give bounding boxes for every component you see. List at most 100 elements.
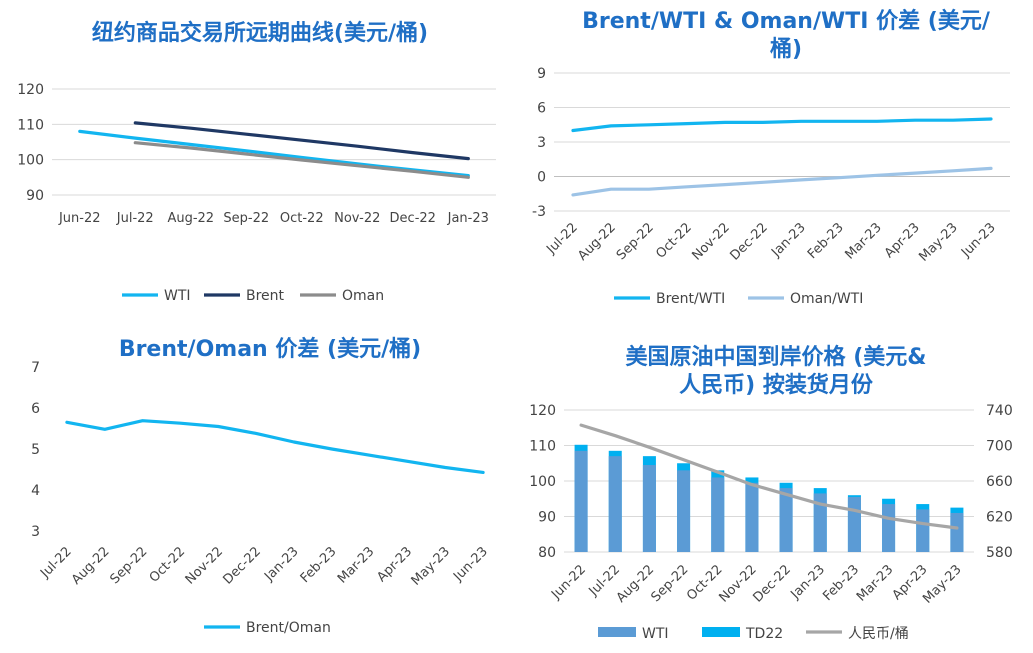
bar-wti [745, 482, 759, 552]
series-line-oman [133, 141, 470, 179]
x-tick-label: Aug-22 [167, 211, 214, 226]
x-tick-label: May-23 [409, 544, 453, 588]
x-tick-label: Sep-22 [614, 220, 657, 263]
y-tick-label: -3 [532, 204, 546, 220]
legend-swatch [598, 627, 636, 637]
x-tick-label: Jan-23 [447, 211, 489, 226]
x-tick-label: Jun-22 [58, 211, 101, 226]
x-tick-label: Nov-22 [690, 220, 733, 263]
x-tick-label: Jun-23 [450, 544, 491, 585]
legend-label: 人民币/桶 [848, 626, 909, 642]
x-tick-label: Mar-23 [842, 220, 884, 262]
y-tick-label: 120 [17, 82, 44, 98]
y-tick-label: 4 [31, 483, 40, 499]
y-tick-label: 7 [31, 360, 40, 376]
y2-tick-label: 620 [986, 510, 1013, 526]
y-tick-label: 6 [537, 101, 546, 117]
x-tick-label: Feb-23 [805, 220, 847, 262]
x-tick-label: Oct-22 [147, 544, 189, 586]
y-tick-label: 90 [26, 188, 44, 204]
x-tick-label: Jun-22 [548, 562, 589, 603]
x-tick-label: Oct-22 [280, 211, 324, 226]
y-tick-label: 0 [537, 170, 546, 186]
y-tick-label: 110 [529, 439, 556, 455]
x-tick-label: Mar-23 [854, 562, 896, 604]
legend-label: Oman [342, 288, 384, 304]
x-tick-label: Dec-22 [751, 562, 794, 605]
legend-label: Brent/WTI [656, 291, 725, 307]
bar-wti [642, 465, 656, 552]
x-tick-label: Aug-22 [575, 220, 619, 264]
y-tick-label: 120 [529, 403, 556, 419]
series-line-brent-wti [571, 117, 993, 133]
bar-wti [574, 450, 588, 552]
china-landed-title: 美国原油中国到岸价格 (美元& 人民币) 按装货月份 [536, 344, 1016, 400]
series-line-brent-oman [65, 419, 485, 474]
x-tick-label: Nov-22 [183, 544, 226, 587]
series-line-oman-wti [571, 166, 993, 197]
x-tick-label: Dec-22 [390, 211, 436, 226]
x-tick-label: Jan-23 [261, 544, 302, 585]
brent-oman-panel: Brent/Oman 价差 (美元/桶) 3 4 5 6 7 Jul-22 Aug-22 Se… [0, 326, 516, 653]
x-tick-label: May-23 [920, 562, 964, 606]
x-tick-label: Jul-22 [116, 211, 154, 226]
y-tick-label: 5 [31, 442, 40, 458]
legend-label: TD22 [745, 626, 783, 642]
x-tick-label: Jun-23 [958, 220, 999, 261]
bar-wti [813, 493, 827, 552]
legend-label: WTI [642, 626, 669, 642]
y-tick-label: 110 [17, 117, 44, 133]
y2-tick-label: 660 [986, 474, 1013, 490]
x-tick-label: Dec-22 [221, 544, 264, 587]
series-line-rmb [579, 423, 959, 530]
y-tick-label: 100 [17, 153, 44, 169]
legend-swatch [702, 627, 740, 637]
y-tick-label: 6 [31, 401, 40, 417]
bar-wti [608, 456, 622, 552]
y-tick-label: 3 [31, 524, 40, 540]
bar-wti [711, 477, 725, 552]
x-tick-label: Feb-23 [298, 544, 340, 586]
china-landed-title-line-2: 人民币) 按装货月份 [679, 373, 873, 398]
x-tick-label: Feb-23 [820, 562, 862, 604]
spreads-chart: -30369Jul-22Aug-22Sep-22Oct-22Nov-22Dec-… [532, 66, 1010, 307]
brent-oman-chart: 34567Jul-22Aug-22Sep-22Oct-22Nov-22Dec-2… [31, 360, 491, 636]
bar-wti [950, 512, 964, 552]
x-tick-label: Sep-22 [648, 562, 691, 605]
spreads-panel: Brent/WTI & Oman/WTI 价差 (美元/桶) -3 0 3 6 9 Jul… [516, 0, 1033, 326]
legend-label: Brent [246, 288, 285, 304]
x-tick-label: Mar-23 [335, 544, 377, 586]
legend-label: Brent/Oman [246, 620, 331, 636]
x-tick-label: Aug-22 [69, 544, 113, 588]
china-landed-panel: 美国原油中国到岸价格 (美元& 人民币) 按装货月份 80 90 100 110 120… [516, 326, 1033, 653]
series-line-brent [133, 121, 470, 161]
legend-label: Oman/WTI [790, 291, 863, 307]
legend-label: WTI [164, 288, 191, 304]
bar-wti [882, 504, 896, 552]
china-landed-title-line-1: 美国原油中国到岸价格 (美元& [625, 345, 927, 370]
x-tick-label: May-23 [916, 220, 960, 264]
bar-wti [916, 509, 930, 552]
y-tick-label: 80 [538, 545, 556, 561]
x-tick-label: Sep-22 [107, 544, 150, 587]
brent-oman-title: Brent/Oman 价差 (美元/桶) [118, 337, 422, 362]
y-tick-label: 9 [537, 66, 546, 82]
china-landed-chart: 8090100110120580620660700740Jun-22Jul-22… [529, 403, 1013, 642]
x-tick-label: Jan-23 [788, 562, 829, 603]
y-tick-label: 100 [529, 474, 556, 490]
bar-wti [677, 470, 691, 552]
y2-tick-label: 700 [986, 439, 1013, 455]
y2-tick-label: 740 [986, 403, 1013, 419]
futures-curve-panel: 纽约商品交易所远期曲线(美元/桶) 90 100 110 120 Jun-22 Jul-2… [0, 0, 516, 326]
x-tick-label: Aug-22 [614, 562, 658, 606]
y-tick-label: 90 [538, 510, 556, 526]
x-tick-label: Dec-22 [727, 220, 770, 263]
bar-wti [847, 496, 861, 552]
x-tick-label: Jan-23 [768, 220, 809, 261]
futures-curve-title: 纽约商品交易所远期曲线(美元/桶) [91, 21, 429, 46]
y2-tick-label: 580 [986, 545, 1013, 561]
x-tick-label: Nov-22 [334, 211, 380, 226]
x-tick-label: Sep-22 [223, 211, 269, 226]
futures-curve-chart: 90 100 110 120 Jun-22 Jul-22 Aug-22 Sep-22 Oct-2… [17, 82, 496, 304]
